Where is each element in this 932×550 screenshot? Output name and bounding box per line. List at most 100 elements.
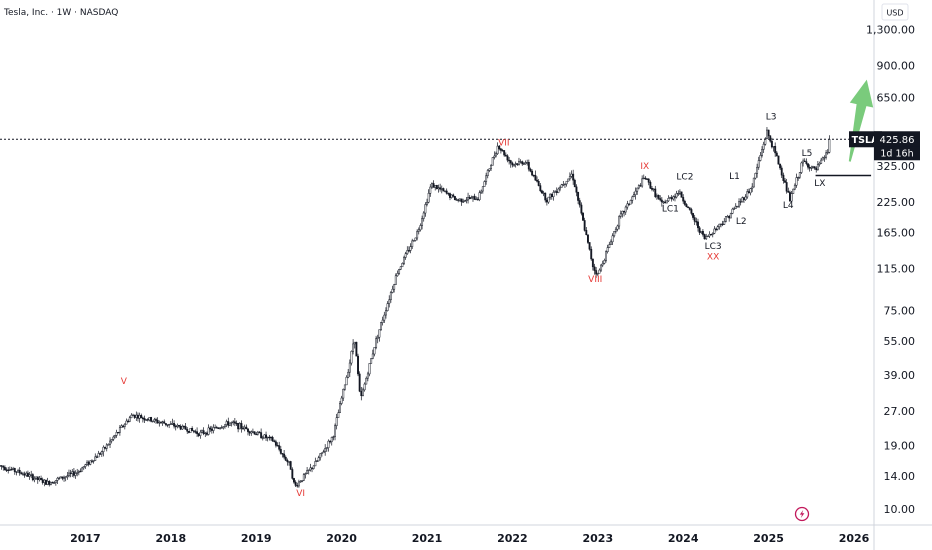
candle-body	[2, 466, 5, 468]
candle-body	[258, 431, 261, 434]
candle-body	[746, 191, 749, 198]
candle-body	[660, 199, 663, 203]
candle-body	[708, 233, 711, 237]
candle-body	[591, 258, 594, 268]
candle-body	[506, 155, 509, 161]
candle-body	[698, 227, 701, 233]
candle-body	[718, 223, 721, 228]
candle-body	[64, 476, 67, 478]
candle-body	[219, 427, 222, 429]
candle-body	[646, 178, 649, 180]
candle-body	[329, 440, 332, 443]
candle-body	[777, 155, 780, 165]
candle-body	[649, 182, 652, 189]
candle-body	[770, 140, 773, 148]
candle-body	[467, 197, 470, 201]
candle-body	[613, 231, 616, 237]
candle-body	[823, 156, 826, 159]
candle-body	[550, 193, 553, 197]
candle-body	[176, 425, 179, 427]
candle-body	[66, 475, 69, 478]
candle-body	[276, 445, 279, 447]
candle-body	[398, 269, 401, 274]
candle-body	[53, 482, 56, 484]
candle-body	[128, 417, 131, 422]
candle-body	[260, 432, 263, 439]
candle-body	[189, 427, 192, 433]
plot-area[interactable]	[0, 0, 873, 525]
candle-body	[426, 201, 428, 205]
x-tick-label: 2024	[668, 532, 699, 545]
candle-body	[82, 466, 85, 469]
candle-body	[421, 218, 424, 226]
candle-body	[491, 157, 494, 166]
candle-body	[825, 152, 828, 158]
candle-body	[161, 421, 164, 423]
candle-body	[68, 472, 70, 477]
candle-body	[228, 422, 231, 426]
candle-body	[705, 236, 708, 240]
candle-body	[360, 390, 363, 397]
candle-body	[531, 170, 534, 176]
candle-body	[148, 417, 151, 421]
candle-body	[238, 423, 241, 430]
candle-body	[710, 233, 713, 236]
candle-body	[626, 203, 629, 208]
candle-body	[61, 476, 64, 479]
candle-body	[245, 426, 248, 430]
candle-body	[255, 433, 258, 436]
candle-body	[797, 176, 800, 179]
price-tag-countdown: 1d 16h	[880, 148, 913, 159]
candle-body	[237, 423, 240, 430]
candle-body	[120, 425, 123, 428]
candle-body	[572, 173, 575, 181]
lightning-icon[interactable]	[794, 506, 810, 522]
candle-body	[611, 235, 614, 243]
candle-body	[578, 200, 581, 206]
candle-body	[89, 460, 92, 465]
candle-body	[575, 186, 578, 193]
candle-body	[585, 230, 588, 235]
candle-body	[616, 225, 619, 230]
candle-body	[798, 172, 801, 178]
currency-button[interactable]: USD	[881, 3, 909, 21]
candle-body	[828, 139, 831, 153]
candle-body	[49, 481, 52, 485]
candle-body	[496, 145, 499, 154]
candle-body	[352, 343, 355, 352]
candle-body	[240, 423, 243, 429]
y-tick-label: 14.00	[884, 470, 916, 483]
candle-body	[577, 192, 580, 201]
time-axis[interactable]: 2017 2018 2019 2020 2021 2022 2023 2024 2025 2026	[70, 532, 870, 545]
candle-body	[447, 193, 450, 195]
candle-body	[680, 191, 683, 198]
price-axis[interactable]: 1,300.00 900.00 650.00 325.00 225.00 165.00 11…	[866, 23, 915, 516]
candle-body	[747, 191, 750, 194]
candle-body	[601, 263, 604, 266]
candle-body	[306, 470, 309, 474]
candle-body	[130, 414, 133, 419]
candle-body	[76, 472, 79, 474]
y-tick-label: 10.00	[884, 503, 916, 516]
candle-body	[669, 197, 672, 199]
candle-body	[547, 196, 550, 203]
candle-body	[235, 422, 238, 425]
candle-body	[304, 473, 307, 475]
candle-body	[242, 428, 245, 430]
candle-body	[738, 201, 740, 207]
candle-body	[378, 329, 381, 338]
candle-body	[357, 355, 359, 375]
wave-label: L1	[729, 172, 740, 182]
candle-body	[614, 228, 617, 232]
candle-body	[793, 184, 796, 190]
candle-body	[629, 200, 632, 205]
candle-body	[759, 155, 762, 161]
candle-body	[199, 431, 202, 436]
candle-body	[792, 188, 795, 194]
candle-body	[802, 160, 805, 164]
y-tick-label: 900.00	[877, 60, 916, 73]
candle-body	[564, 183, 566, 185]
candle-body	[355, 341, 358, 357]
candle-body	[435, 185, 438, 189]
